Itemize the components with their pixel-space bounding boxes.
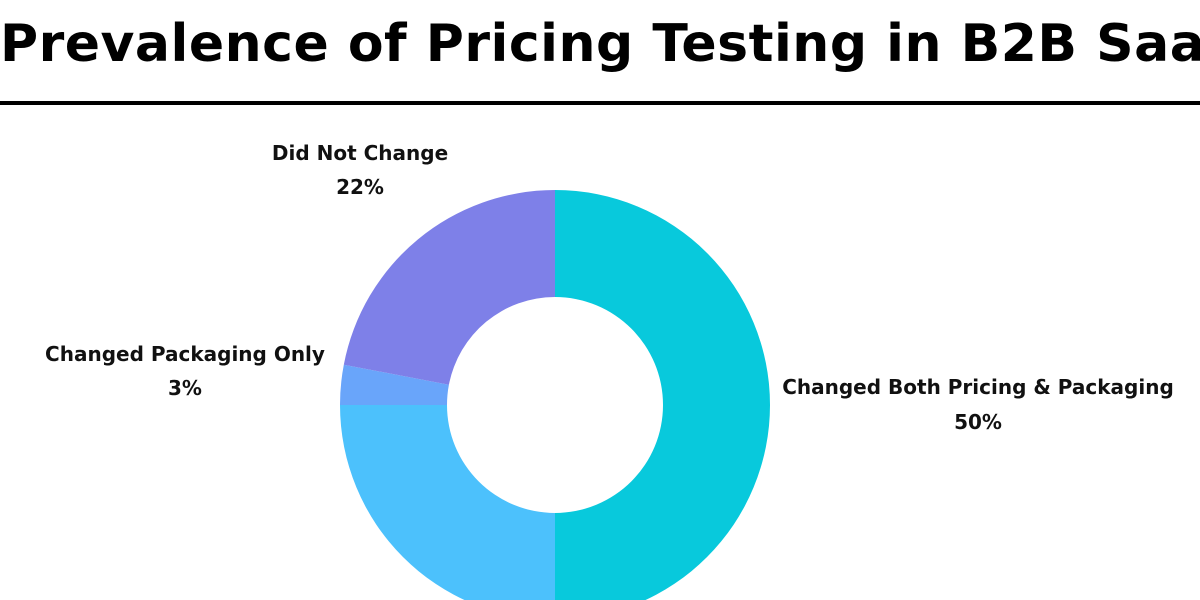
slice-did-not-change (343, 190, 555, 385)
slice-label-changed-packaging-only: Changed Packaging Only (45, 342, 325, 366)
donut-slices (340, 190, 770, 600)
title-divider (0, 101, 1200, 105)
slice-changed-both (555, 190, 770, 600)
slice-unlabeled (340, 405, 555, 600)
slice-changed-packaging-only (340, 364, 449, 405)
chart-title: Prevalence of Pricing Testing in B2B Saa… (0, 14, 1200, 74)
slice-value-changed-both: 50% (954, 410, 1002, 434)
slice-label-did-not-change: Did Not Change (272, 141, 448, 165)
slice-value-changed-packaging-only: 3% (168, 376, 202, 400)
slice-label-changed-both: Changed Both Pricing & Packaging (782, 375, 1174, 399)
slice-value-did-not-change: 22% (336, 175, 384, 199)
